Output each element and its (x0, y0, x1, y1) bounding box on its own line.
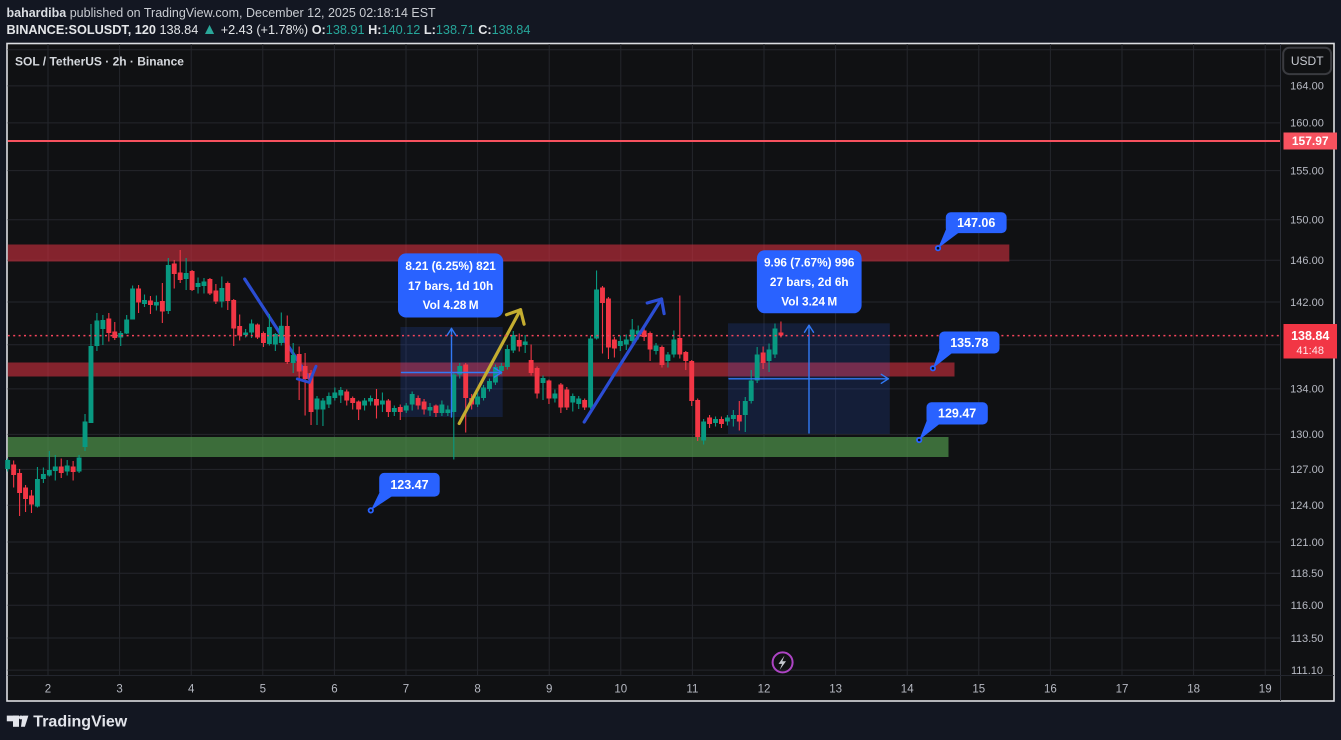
svg-text:129.47: 129.47 (938, 407, 976, 421)
svg-text:118.50: 118.50 (1291, 568, 1324, 580)
svg-text:6: 6 (331, 684, 337, 696)
svg-text:SOL / TetherUS · 2h · Binance: SOL / TetherUS · 2h · Binance (15, 55, 184, 69)
svg-text:150.00: 150.00 (1290, 215, 1324, 227)
svg-text:9.96 (7.67%) 996: 9.96 (7.67%) 996 (764, 256, 855, 270)
svg-text:124.00: 124.00 (1290, 500, 1324, 512)
svg-text:157.97: 157.97 (1292, 134, 1329, 148)
svg-text:13: 13 (829, 684, 842, 696)
svg-text:16: 16 (1044, 684, 1057, 696)
svg-text:19: 19 (1259, 684, 1272, 696)
svg-text:3: 3 (116, 684, 122, 696)
svg-text:Vol 3.24 M: Vol 3.24 M (781, 295, 837, 309)
svg-text:Vol 4.28 M: Vol 4.28 M (423, 298, 479, 312)
svg-text:164.00: 164.00 (1290, 81, 1324, 93)
svg-text:123.47: 123.47 (390, 478, 428, 492)
svg-text:17 bars, 1d 10h: 17 bars, 1d 10h (408, 279, 493, 293)
svg-text:BINANCE:SOLUSDT, 120 138.84 ▲: BINANCE:SOLUSDT, 120 138.84 ▲ +2.43 (+1.… (7, 21, 531, 38)
svg-text:127.00: 127.00 (1290, 464, 1324, 476)
svg-text:135.78: 135.78 (950, 336, 988, 350)
svg-text:18: 18 (1187, 684, 1200, 696)
svg-text:27 bars, 2d 6h: 27 bars, 2d 6h (770, 275, 849, 289)
svg-text:12: 12 (758, 684, 771, 696)
svg-text:111.10: 111.10 (1291, 665, 1323, 677)
svg-text:41:48: 41:48 (1296, 345, 1324, 357)
svg-text:155.00: 155.00 (1290, 165, 1324, 177)
svg-text:bahardiba published on Trading: bahardiba published on TradingView.com, … (7, 6, 437, 20)
svg-text:121.00: 121.00 (1290, 537, 1324, 549)
svg-text:10: 10 (614, 684, 627, 696)
svg-text:17: 17 (1116, 684, 1129, 696)
svg-text:14: 14 (901, 684, 914, 696)
svg-text:147.06: 147.06 (957, 216, 995, 230)
svg-text:8.21 (6.25%) 821: 8.21 (6.25%) 821 (405, 259, 496, 273)
svg-text:160.00: 160.00 (1290, 118, 1324, 130)
svg-text:5: 5 (260, 684, 266, 696)
svg-text:138.84: 138.84 (1291, 329, 1329, 343)
svg-text:113.50: 113.50 (1291, 633, 1324, 645)
svg-text:116.00: 116.00 (1291, 600, 1324, 612)
svg-text:142.00: 142.00 (1290, 297, 1324, 309)
svg-text:TradingView: TradingView (33, 714, 128, 731)
svg-text:134.00: 134.00 (1290, 384, 1324, 396)
svg-text:15: 15 (972, 684, 985, 696)
svg-text:7: 7 (403, 684, 409, 696)
svg-text:130.00: 130.00 (1290, 429, 1324, 441)
svg-text:2: 2 (45, 684, 51, 696)
svg-text:4: 4 (188, 684, 195, 696)
svg-text:9: 9 (546, 684, 552, 696)
svg-text:146.00: 146.00 (1290, 255, 1324, 267)
svg-text:8: 8 (474, 684, 480, 696)
svg-text:USDT: USDT (1291, 54, 1324, 68)
svg-text:11: 11 (686, 684, 698, 696)
